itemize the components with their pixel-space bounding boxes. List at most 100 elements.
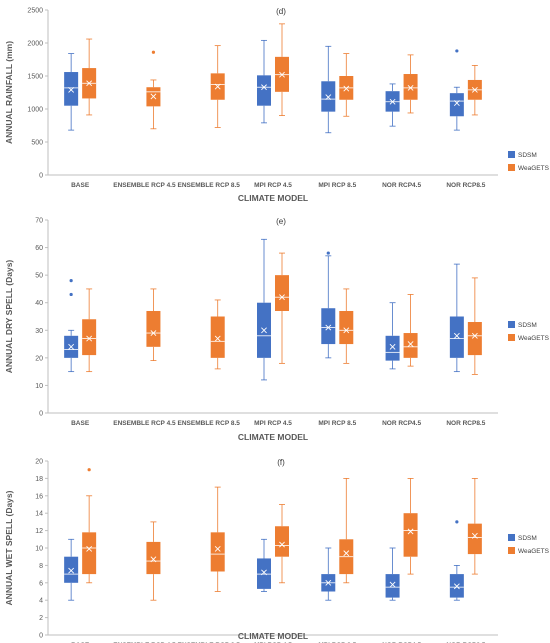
y-tick-label: 8: [39, 563, 43, 570]
box-iqr: [275, 275, 289, 311]
box-sdsm-0: [64, 279, 79, 373]
mean-marker: [325, 324, 332, 331]
legend-label: WeaGETS: [518, 335, 550, 342]
outlier-point: [69, 292, 73, 297]
mean-marker: [214, 83, 221, 90]
outlier-point: [151, 50, 156, 54]
y-tick-label: 0: [39, 633, 43, 640]
box-iqr: [339, 310, 354, 345]
y-tick-label: 6: [39, 580, 43, 587]
y-tick-label: 70: [35, 218, 43, 225]
outlier-point: [87, 468, 91, 472]
mean-marker: [453, 100, 460, 106]
box-sdsm-6: [449, 49, 464, 131]
chart-panel-2: 02468101214161820BASEENSEMBLE RCP 4.5ENS…: [4, 458, 550, 643]
mean-marker: [279, 71, 285, 78]
y-tick-label: 2500: [27, 8, 43, 15]
box-weagets-1: [146, 288, 161, 362]
box-sdsm-4: [321, 547, 336, 601]
box-weagets-4: [339, 53, 354, 117]
box-iqr: [467, 322, 482, 356]
legend-label: SDSM: [518, 535, 537, 542]
legend-swatch: [508, 151, 515, 158]
box-weagets-0: [82, 468, 97, 584]
x-tick-label: MPI RCP 4.5: [254, 420, 292, 427]
box-iqr: [210, 532, 225, 572]
y-tick-label: 20: [35, 459, 43, 466]
box-weagets-5: [403, 54, 418, 114]
box-weagets-0: [82, 38, 97, 116]
mean-marker: [407, 341, 414, 347]
mean-marker: [453, 332, 460, 339]
box-iqr: [64, 556, 79, 583]
mean-marker: [150, 330, 157, 336]
chart-panel-1: 0 10 20 30 40 50 60 70 BASE ENSEMBLE RCP 4.5 ENSEM…: [4, 217, 550, 442]
box-weagets-3: [275, 252, 289, 364]
box-weagets-1: [146, 50, 161, 130]
x-tick-label: MPI RCP 8.5: [318, 182, 356, 189]
box-iqr: [257, 75, 271, 106]
x-tick-label: ENSEMBLE RCP 4.5: [113, 182, 176, 189]
box-weagets-3: [275, 504, 289, 584]
x-tick-label: MPI RCP 8.5: [318, 420, 356, 427]
y-axis-title: ANNUAL WET SPELL (Days): [4, 490, 14, 605]
box-sdsm-4: [321, 251, 336, 359]
mean-marker: [261, 84, 267, 91]
y-tick-label: 14: [35, 511, 43, 518]
y-tick-label: 0: [39, 173, 43, 180]
box-iqr: [403, 74, 418, 100]
box-sdsm-6: [449, 520, 464, 601]
mean-marker: [86, 335, 93, 342]
mean-marker: [325, 94, 332, 101]
y-tick-label: 1000: [27, 107, 43, 114]
mean-marker: [214, 545, 221, 552]
box-weagets-6: [467, 277, 482, 375]
y-tick-label: 500: [31, 140, 43, 147]
mean-marker: [389, 343, 396, 350]
box-iqr: [321, 308, 336, 345]
mean-marker: [453, 583, 460, 590]
y-tick-label: 50: [35, 273, 43, 280]
y-tick-label: 2: [39, 615, 43, 622]
mean-marker: [325, 579, 332, 586]
box-sdsm-3: [257, 538, 271, 592]
outlier-point: [69, 279, 73, 283]
y-tick-label: 60: [35, 245, 43, 252]
mean-marker: [86, 80, 93, 87]
box-sdsm-5: [385, 547, 400, 601]
box-weagets-2: [210, 45, 225, 128]
box-sdsm-5: [385, 83, 400, 127]
mean-marker: [214, 335, 221, 342]
mean-marker: [471, 532, 478, 539]
mean-marker: [389, 98, 396, 105]
box-iqr: [146, 541, 161, 575]
y-tick-label: 12: [35, 528, 43, 535]
x-tick-label: ENSEMBLE RCP 8.5: [178, 420, 241, 427]
legend-swatch: [508, 334, 515, 341]
y-tick-label: 18: [35, 476, 43, 483]
box-iqr: [210, 316, 225, 358]
mean-marker: [68, 86, 75, 93]
box-iqr: [385, 574, 400, 598]
mean-marker: [261, 569, 267, 576]
mean-marker: [407, 84, 414, 91]
box-sdsm-4: [321, 45, 336, 134]
mean-marker: [279, 541, 285, 548]
y-tick-label: 30: [35, 328, 43, 335]
mean-marker: [68, 343, 75, 350]
y-axis-title: ANNUAL RAINFALL (mm): [4, 41, 14, 144]
legend-label: SDSM: [518, 322, 537, 329]
box-weagets-6: [467, 65, 482, 116]
y-axis-title: ANNUAL DRY SPELL (Days): [4, 260, 14, 374]
legend-label: WeaGETS: [518, 548, 550, 555]
x-axis-title: CLIMATE MODEL: [238, 631, 308, 641]
box-iqr: [449, 316, 464, 358]
x-tick-label: BASE: [71, 420, 90, 427]
legend-swatch: [508, 547, 515, 554]
mean-marker: [279, 294, 285, 301]
y-tick-label: 4: [39, 598, 43, 605]
box-iqr: [82, 319, 97, 356]
box-weagets-6: [467, 477, 482, 575]
box-iqr: [275, 526, 289, 557]
